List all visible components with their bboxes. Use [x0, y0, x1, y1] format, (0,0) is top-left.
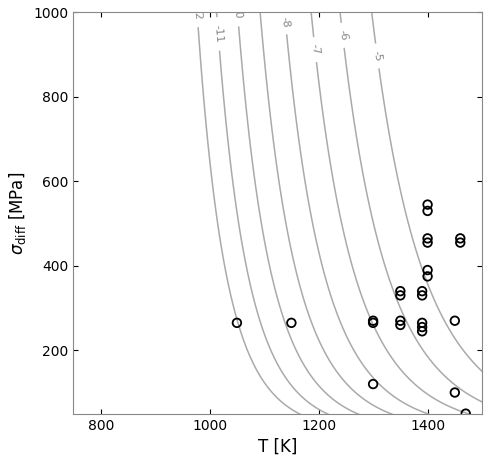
Point — [417, 319, 425, 326]
Point — [423, 207, 430, 215]
Text: -5: -5 — [371, 50, 382, 62]
Point — [417, 323, 425, 331]
X-axis label: T [K]: T [K] — [258, 438, 297, 456]
Point — [368, 317, 376, 325]
Text: -10: -10 — [231, 0, 243, 19]
Point — [417, 288, 425, 295]
Y-axis label: $\sigma_\mathrm{diff}$ [MPa]: $\sigma_\mathrm{diff}$ [MPa] — [7, 171, 28, 255]
Point — [450, 317, 458, 325]
Text: -7: -7 — [309, 44, 320, 56]
Point — [396, 292, 404, 299]
Point — [423, 239, 430, 246]
Point — [287, 319, 295, 326]
Point — [455, 235, 463, 242]
Point — [396, 321, 404, 329]
Text: -11: -11 — [212, 25, 224, 44]
Text: -8: -8 — [279, 16, 290, 28]
Point — [423, 201, 430, 208]
Point — [423, 266, 430, 274]
Point — [461, 410, 468, 417]
Point — [417, 328, 425, 335]
Point — [450, 389, 458, 396]
Point — [396, 317, 404, 325]
Text: -9: -9 — [474, 425, 486, 435]
Point — [417, 292, 425, 299]
Point — [423, 235, 430, 242]
Point — [396, 288, 404, 295]
Point — [455, 239, 463, 246]
Text: -6: -6 — [336, 29, 347, 41]
Text: -12: -12 — [191, 1, 202, 20]
Point — [368, 319, 376, 326]
Point — [232, 319, 240, 326]
Point — [423, 273, 430, 280]
Point — [368, 381, 376, 388]
